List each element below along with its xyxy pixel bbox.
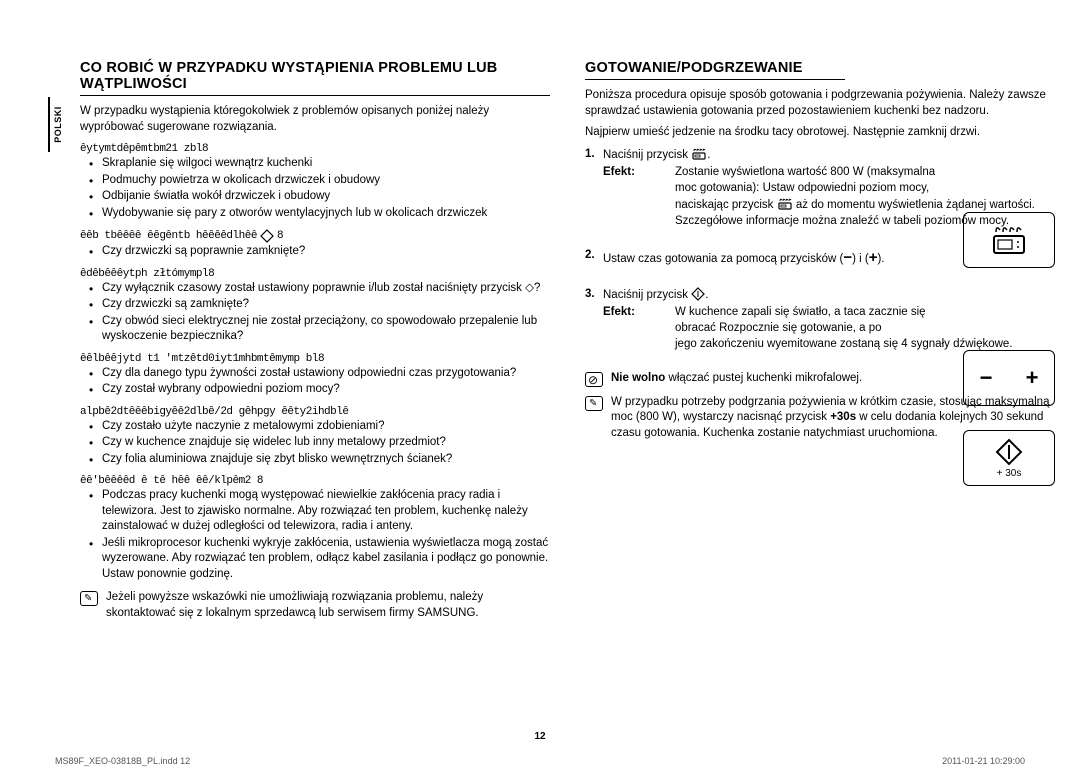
scenario-heading: ȇȇb tbȇȇȇȇ ȇȇgȇntb hȇȇȇȇdlhȇȇ 8 [80, 229, 550, 243]
bullet-list: Skraplanie się wilgoci wewnątrz kuchenki… [80, 156, 550, 221]
right-intro: Najpierw umieść jedzenie na środku tacy … [585, 125, 1055, 141]
bullet-item: Skraplanie się wilgoci wewnątrz kuchenki [102, 156, 550, 172]
bullet-list: Czy zostało użyte naczynie z metalowymi … [80, 419, 550, 468]
scenario-heading: alpbȇ2dtȇȇȇbigyȇȇ2dlbȇ/2d gȇhpgy ȇȇty2ih… [80, 406, 550, 418]
plus-minus-illustration: − + [963, 350, 1055, 406]
effect-text: Zostanie wyświetlona wartość 800 W (maks… [675, 165, 950, 197]
note-block: Jeżeli powyższe wskazówki nie umożliwiaj… [80, 590, 550, 621]
bullet-item: Jeśli mikroprocesor kuchenki wykryje zak… [102, 536, 550, 583]
effect-text: W kuchence zapali się światło, a taca za… [675, 305, 950, 337]
bullet-item: Podmuchy powietrza w okolicach drzwiczek… [102, 173, 550, 189]
scenario-heading: ȇdȇbȇȇȇytph złtómympl8 [80, 268, 550, 280]
bullet-item: Czy wyłącznik czasowy został ustawiony p… [102, 281, 550, 297]
left-column: CO ROBIĆ W PRZYPADKU WYSTĄPIENIA PROBLEM… [80, 60, 550, 621]
scenario-heading: ȇytymtdȇpȇmtbm21 zbl8 [80, 143, 550, 155]
right-intro: Poniższa procedura opisuje sposób gotowa… [585, 88, 1055, 119]
page-number: 12 [0, 731, 1080, 742]
bullet-item: Czy drzwiczki są zamknięte? [102, 297, 550, 313]
start-button-illustration: + 30s [963, 430, 1055, 486]
bullet-item: Czy dla danego typu żywności został usta… [102, 366, 550, 382]
prohibit-icon [585, 372, 603, 387]
left-title: CO ROBIĆ W PRZYPADKU WYSTĄPIENIA PROBLEM… [80, 60, 550, 96]
bullet-item: Czy folia aluminiowa znajduje się zbyt b… [102, 452, 550, 468]
note-icon [80, 591, 98, 606]
bullet-list: Czy wyłącznik czasowy został ustawiony p… [80, 281, 550, 345]
diamond-icon [260, 229, 274, 243]
scenario-heading: ȇȇlbȇȇjytd t1 'mtzȇtd0iyt1mhbmtȇmymp bl8 [80, 353, 550, 365]
step-item: Naciśnij przycisk . Efekt: W kuchence za… [585, 287, 1055, 353]
plus-30s-label: + 30s [997, 468, 1022, 479]
scenario-heading: ȇȇ'bȇȇȇȇd ȇ tȇ hȇȇ ȇȇ/klpȇm2 8 [80, 475, 550, 487]
microwave-icon [777, 197, 793, 211]
footer-right: 2011-01-21 10:29:00 [942, 756, 1025, 766]
plus-icon: + [1026, 365, 1039, 391]
diamond-icon [691, 287, 705, 301]
bullet-list: Czy dla danego typu żywności został usta… [80, 366, 550, 398]
note-text: Jeżeli powyższe wskazówki nie umożliwiaj… [106, 590, 550, 621]
bullet-item: Czy drzwiczki są poprawnie zamknięte? [102, 244, 550, 260]
microwave-button-illustration [963, 212, 1055, 268]
bullet-item: Czy w kuchence znajduje się widelec lub … [102, 435, 550, 451]
right-title: GOTOWANIE/PODGRZEWANIE [585, 60, 845, 80]
bullet-item: Czy zostało użyte naczynie z metalowymi … [102, 419, 550, 435]
minus-icon: − [980, 365, 993, 391]
bullet-item: Podczas pracy kuchenki mogą występować n… [102, 488, 550, 535]
bullet-item: Czy obwód sieci elektrycznej nie został … [102, 314, 550, 345]
bullet-item: Czy został wybrany odpowiedni poziom moc… [102, 382, 550, 398]
effect-label: Efekt: [603, 305, 675, 337]
left-intro: W przypadku wystąpienia któregokolwiek z… [80, 104, 550, 135]
bullet-list: Podczas pracy kuchenki mogą występować n… [80, 488, 550, 582]
right-column: GOTOWANIE/PODGRZEWANIE Poniższa procedur… [585, 60, 1055, 621]
bullet-list: Czy drzwiczki są poprawnie zamknięte? [80, 244, 550, 260]
bullet-item: Odbijanie światła wokół drzwiczek i obud… [102, 189, 550, 205]
note-icon [585, 396, 603, 411]
effect-label: Efekt: [603, 165, 675, 197]
language-tab: POLSKI [48, 97, 63, 152]
bullet-item: Wydobywanie się pary z otworów wentylacy… [102, 206, 550, 222]
footer-left: MS89F_XEO-03818B_PL.indd 12 [55, 756, 190, 766]
warning-text: Nie wolno włączać pustej kuchenki mikrof… [611, 371, 862, 387]
footer: MS89F_XEO-03818B_PL.indd 12 2011-01-21 1… [55, 756, 1025, 766]
microwave-icon [691, 147, 707, 161]
